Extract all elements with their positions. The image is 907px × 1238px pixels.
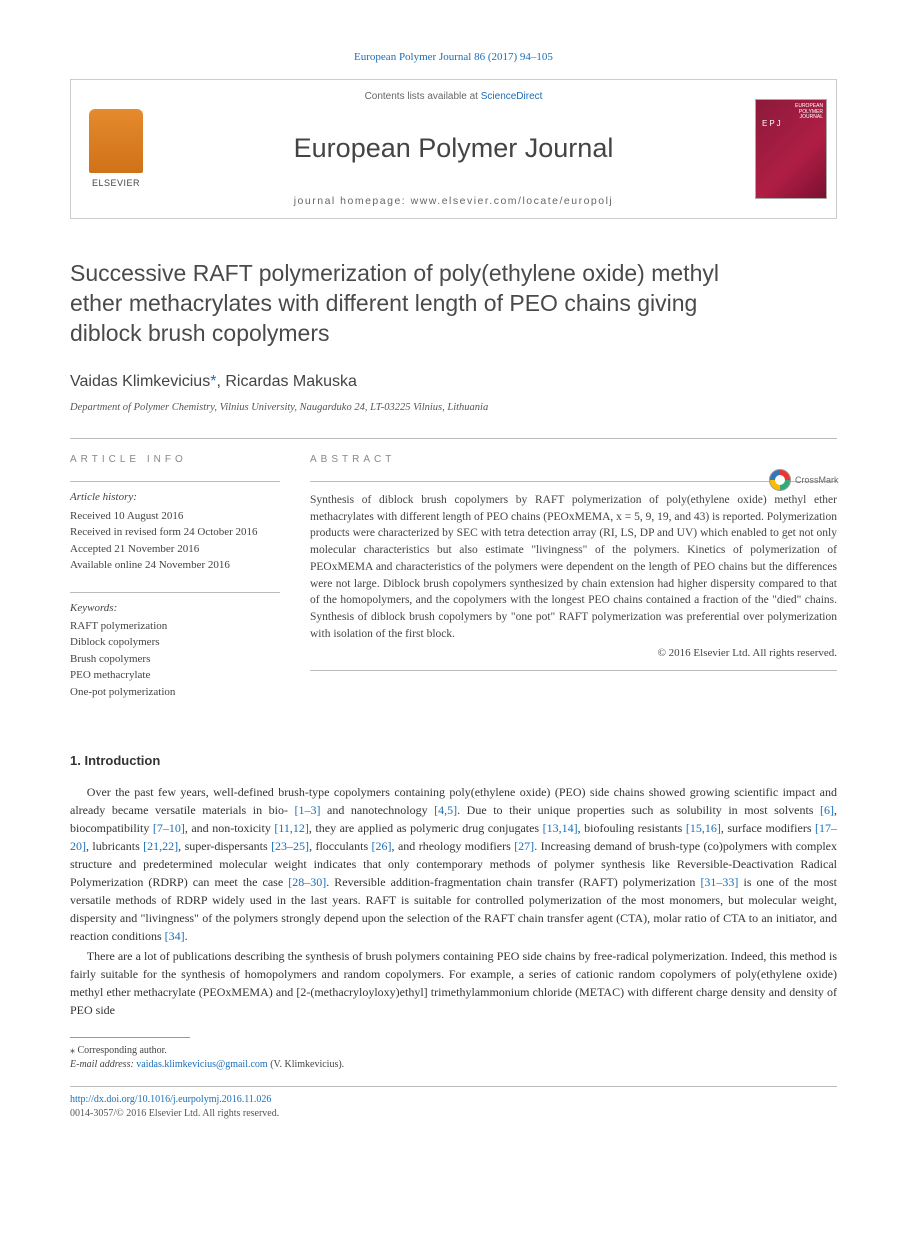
- footnote-divider: [70, 1037, 190, 1038]
- journal-banner: ELSEVIER Contents lists available at Sci…: [70, 79, 837, 219]
- abstract-text: Synthesis of diblock brush copolymers by…: [310, 492, 837, 642]
- citation-link[interactable]: [27]: [514, 839, 534, 853]
- keyword: Brush copolymers: [70, 651, 280, 668]
- journal-homepage[interactable]: journal homepage: www.elsevier.com/locat…: [167, 194, 740, 209]
- history-item: Received in revised form 24 October 2016: [70, 524, 280, 541]
- divider: [70, 438, 837, 439]
- affiliation: Department of Polymer Chemistry, Vilnius…: [70, 401, 837, 416]
- citation-link[interactable]: [13,14]: [543, 821, 578, 835]
- intro-para-2: There are a lot of publications describi…: [70, 947, 837, 1019]
- citation-link[interactable]: [6]: [820, 803, 834, 817]
- citation-link[interactable]: [1–3]: [295, 803, 321, 817]
- keywords-label: Keywords:: [70, 601, 280, 616]
- keyword: Diblock copolymers: [70, 634, 280, 651]
- author-email-link[interactable]: vaidas.klimkevicius@gmail.com: [136, 1059, 267, 1070]
- contents-line: Contents lists available at ScienceDirec…: [167, 90, 740, 104]
- email-label: E-mail address:: [70, 1059, 136, 1070]
- corr-label: ⁎ Corresponding author.: [70, 1044, 837, 1058]
- article-title: Successive RAFT polymerization of poly(e…: [70, 259, 837, 349]
- crossmark-icon: [769, 469, 791, 491]
- abstract-column: ABSTRACT Synthesis of diblock brush copo…: [310, 453, 837, 718]
- author-1[interactable]: Vaidas Klimkevicius: [70, 373, 210, 390]
- divider: [70, 481, 280, 482]
- history-list: Received 10 August 2016 Received in revi…: [70, 508, 280, 574]
- citation-link[interactable]: [31–33]: [700, 875, 738, 889]
- article-info-column: ARTICLE INFO Article history: Received 1…: [70, 453, 280, 718]
- issn-copyright: 0014-3057/© 2016 Elsevier Ltd. All right…: [70, 1108, 279, 1119]
- citation-link[interactable]: European Polymer Journal 86 (2017) 94–10…: [354, 51, 553, 63]
- intro-para-1: Over the past few years, well-defined br…: [70, 783, 837, 945]
- crossmark-label: CrossMark: [795, 474, 839, 487]
- history-label: Article history:: [70, 490, 280, 505]
- citation-link[interactable]: [11,12]: [274, 821, 309, 835]
- keywords-list: RAFT polymerization Diblock copolymers B…: [70, 618, 280, 701]
- citation-link[interactable]: [28–30]: [288, 875, 326, 889]
- author-rest: , Ricardas Makuska: [216, 373, 357, 390]
- citation-link[interactable]: [34]: [165, 929, 185, 943]
- journal-cover-image: [755, 99, 827, 199]
- keyword: PEO methacrylate: [70, 667, 280, 684]
- article-info-heading: ARTICLE INFO: [70, 453, 280, 467]
- header-citation: European Polymer Journal 86 (2017) 94–10…: [70, 50, 837, 65]
- journal-cover[interactable]: [746, 80, 836, 218]
- citation-link[interactable]: [23–25]: [271, 839, 309, 853]
- citation-link[interactable]: [17–20]: [70, 821, 837, 853]
- elsevier-tree-icon: [89, 109, 143, 173]
- history-item: Accepted 21 November 2016: [70, 541, 280, 558]
- publisher-name: ELSEVIER: [92, 177, 140, 190]
- citation-link[interactable]: [15,16]: [686, 821, 721, 835]
- divider: [70, 592, 280, 593]
- abstract-copyright: © 2016 Elsevier Ltd. All rights reserved…: [310, 646, 837, 661]
- authors-line: Vaidas Klimkevicius*, Ricardas Makuska: [70, 371, 837, 393]
- crossmark-badge[interactable]: CrossMark: [769, 469, 839, 491]
- citation-link[interactable]: [4,5]: [434, 803, 457, 817]
- doi-link[interactable]: http://dx.doi.org/10.1016/j.eurpolymj.20…: [70, 1094, 271, 1105]
- history-item: Available online 24 November 2016: [70, 557, 280, 574]
- banner-center: Contents lists available at ScienceDirec…: [161, 80, 746, 218]
- keyword: One-pot polymerization: [70, 684, 280, 701]
- citation-link[interactable]: [26]: [372, 839, 392, 853]
- citation-link[interactable]: [21,22]: [143, 839, 178, 853]
- citation-link[interactable]: [7–10]: [153, 821, 185, 835]
- keyword: RAFT polymerization: [70, 618, 280, 635]
- journal-name: European Polymer Journal: [167, 130, 740, 168]
- corresponding-author-footnote: ⁎ Corresponding author. E-mail address: …: [70, 1044, 837, 1072]
- divider: [310, 670, 837, 671]
- email-tail: (V. Klimkevicius).: [268, 1059, 344, 1070]
- section-1-heading: 1. Introduction: [70, 752, 837, 770]
- divider: [310, 481, 837, 482]
- history-item: Received 10 August 2016: [70, 508, 280, 525]
- sciencedirect-link[interactable]: ScienceDirect: [481, 91, 543, 102]
- page-footer: http://dx.doi.org/10.1016/j.eurpolymj.20…: [70, 1093, 837, 1121]
- publisher-logo[interactable]: ELSEVIER: [71, 80, 161, 218]
- footer-divider: [70, 1086, 837, 1087]
- abstract-heading: ABSTRACT: [310, 453, 837, 467]
- contents-label: Contents lists available at: [365, 91, 481, 102]
